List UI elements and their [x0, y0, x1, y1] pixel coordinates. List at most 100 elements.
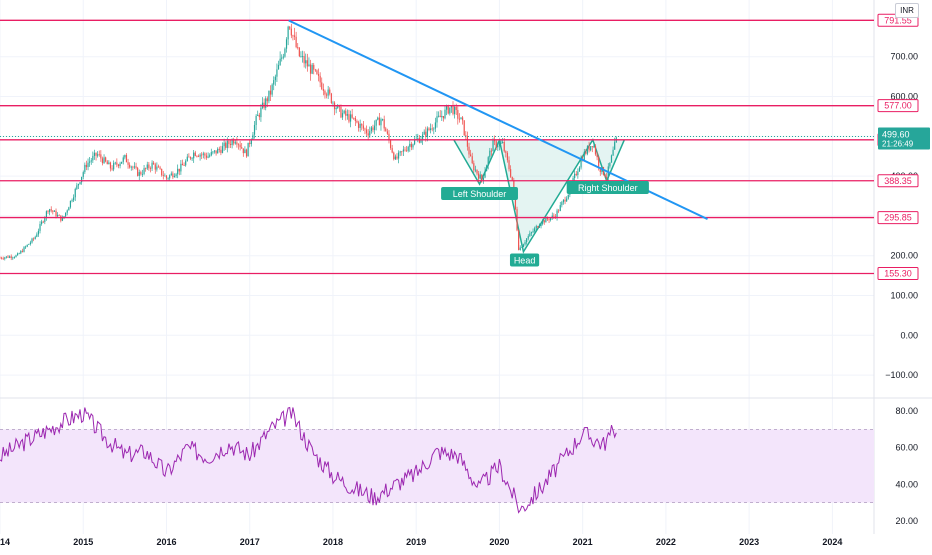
candle-body [322, 89, 324, 91]
candle-body [268, 90, 270, 102]
candle-body [178, 168, 180, 172]
candle-body [463, 120, 465, 136]
rsi-line [0, 406, 617, 514]
candle-body [23, 247, 25, 252]
candle-body [522, 244, 525, 247]
candle-body [349, 114, 352, 122]
candle-body [497, 146, 499, 148]
candle-body [253, 124, 256, 135]
candle-body [418, 138, 420, 143]
candle-body [500, 142, 502, 144]
candle-body [29, 242, 32, 244]
candle-body [409, 143, 411, 147]
candle-body [33, 238, 35, 240]
candle-body [526, 238, 528, 243]
candle-body [316, 70, 318, 75]
candle-body [36, 234, 38, 237]
candle-body [364, 128, 366, 130]
candle-body [276, 69, 278, 77]
pattern-label-text: Right Shoulder [578, 183, 638, 193]
currency-badge[interactable]: INR [895, 3, 919, 18]
candle-body [594, 146, 597, 155]
candle-body [50, 209, 52, 211]
candle-body [234, 142, 236, 144]
candle-body [357, 122, 360, 128]
candle-body [447, 106, 449, 114]
candle-body [242, 148, 244, 154]
candle-body [511, 176, 513, 181]
candle-body [335, 108, 337, 110]
rsi-y-tick-label: 40.00 [895, 479, 918, 489]
y-tick-label: 0.00 [900, 330, 918, 340]
pattern-label-text: Left Shoulder [453, 189, 507, 199]
candle-body [324, 90, 326, 95]
grid-layer [0, 0, 932, 534]
candle-body [202, 153, 204, 155]
candle-body [73, 197, 75, 201]
candle-body [518, 230, 520, 250]
candle-body [402, 149, 404, 152]
candle-body [61, 218, 64, 221]
candle-body [269, 90, 272, 95]
candle-body [164, 175, 166, 177]
candle-body [127, 162, 129, 165]
candle-body [466, 136, 469, 147]
candle-body [444, 109, 446, 119]
candle-body [228, 140, 230, 145]
candle-body [454, 106, 456, 115]
candle-body [9, 256, 11, 258]
candle-body [90, 160, 92, 162]
candle-body [348, 114, 350, 122]
candle-body [236, 142, 238, 145]
candle-body [47, 211, 49, 213]
candle-body [527, 236, 529, 239]
candle-body [197, 155, 200, 157]
candle-body [345, 110, 347, 116]
candle-body [252, 134, 254, 140]
candle-body [140, 172, 142, 175]
candle-body [434, 122, 436, 129]
candle-body [578, 167, 581, 172]
level-price-tag: 577.00 [877, 99, 919, 113]
candle-body [521, 246, 523, 248]
pattern-label-text: Head [514, 255, 536, 265]
candle-body [362, 125, 364, 129]
candle-body [7, 256, 9, 258]
candle-body [449, 107, 451, 114]
candle-body [74, 188, 76, 198]
candle-body [375, 119, 377, 126]
last-price-timer: 21:26:49 [882, 139, 914, 148]
candle-body [212, 151, 214, 153]
candle-body [274, 76, 276, 81]
candle-body [193, 152, 195, 159]
candle-body [223, 142, 225, 147]
candle-body [585, 151, 587, 154]
candle-body [226, 140, 228, 148]
candle-body [548, 219, 550, 221]
candle-body [114, 162, 116, 164]
candle-body [429, 128, 432, 130]
candle-body [247, 142, 249, 157]
candle-body [412, 144, 414, 148]
candle-body [293, 35, 296, 37]
candle-body [220, 149, 222, 153]
y-tick-label: 200.00 [890, 251, 918, 261]
candle-body [154, 164, 156, 170]
candle-body [209, 155, 211, 157]
candle-body [183, 165, 185, 166]
candle-body [551, 215, 553, 218]
candle-body [217, 148, 219, 154]
candle-body [175, 174, 177, 177]
candle-body [34, 236, 36, 239]
candle-body [188, 156, 190, 158]
candle-body [484, 171, 486, 178]
candle-body [495, 141, 497, 148]
candle-body [109, 162, 112, 169]
candle-body [229, 144, 232, 146]
candle-body [121, 161, 123, 164]
candle-body [474, 169, 477, 171]
candle-body [257, 114, 259, 116]
candle-body [170, 173, 172, 176]
candle-body [271, 84, 273, 95]
